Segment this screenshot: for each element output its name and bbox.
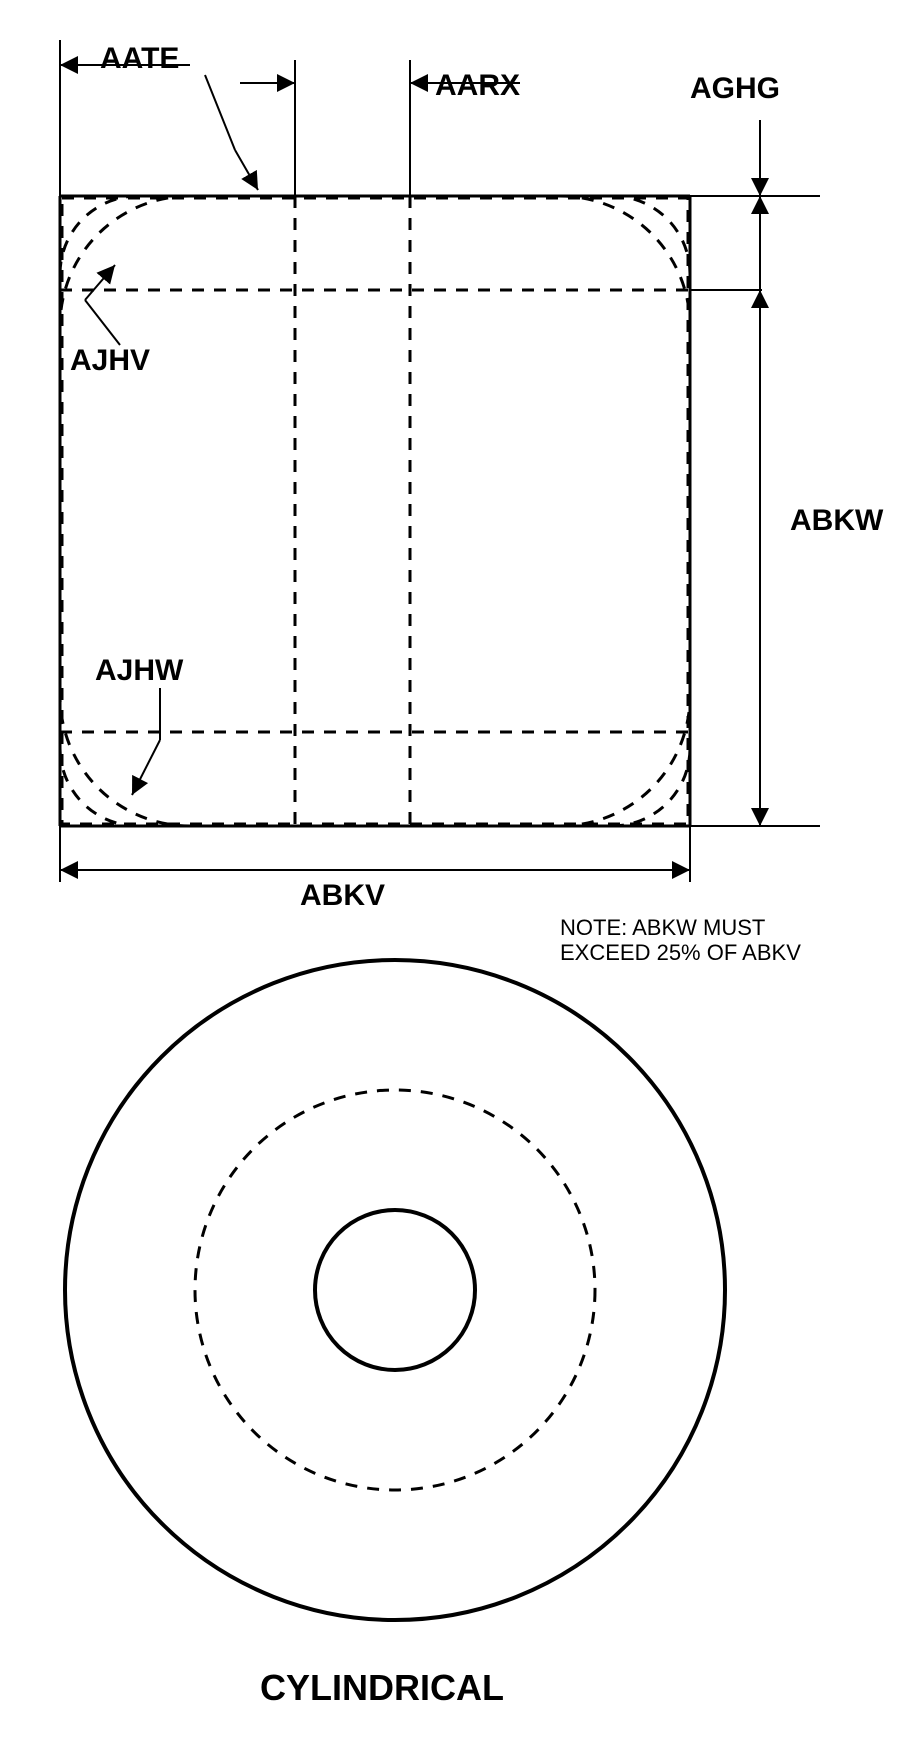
label-aate: AATE bbox=[100, 42, 179, 75]
corner-arc bbox=[560, 696, 690, 826]
label-aarx: AARX bbox=[435, 69, 520, 102]
aate-leader bbox=[235, 150, 258, 190]
corner-arc bbox=[60, 196, 138, 274]
label-ajhw: AJHW bbox=[95, 654, 184, 687]
label-ajhv: AJHV bbox=[70, 344, 150, 377]
corner-arc bbox=[612, 196, 690, 274]
side-hidden-rect bbox=[62, 198, 688, 824]
corner-arc bbox=[60, 748, 138, 826]
corner-arc bbox=[60, 196, 190, 326]
note-line2: EXCEED 25% OF ABKV bbox=[560, 940, 801, 965]
label-abkv: ABKV bbox=[300, 879, 385, 912]
ajhv-leader bbox=[85, 265, 115, 300]
corner-arc bbox=[612, 748, 690, 826]
corner-arc bbox=[60, 696, 190, 826]
label-aghg: AGHG bbox=[690, 72, 780, 105]
top-inner-circle bbox=[315, 1210, 475, 1370]
label-abkw: ABKW bbox=[790, 504, 884, 537]
ajhw-leader bbox=[132, 740, 160, 795]
path-element bbox=[85, 300, 120, 345]
top-dashed-circle bbox=[195, 1090, 595, 1490]
title: CYLINDRICAL bbox=[260, 1667, 504, 1708]
top-outer-circle bbox=[65, 960, 725, 1620]
path-element bbox=[205, 75, 235, 150]
note-line1: NOTE: ABKW MUST bbox=[560, 915, 765, 940]
corner-arc bbox=[560, 196, 690, 326]
